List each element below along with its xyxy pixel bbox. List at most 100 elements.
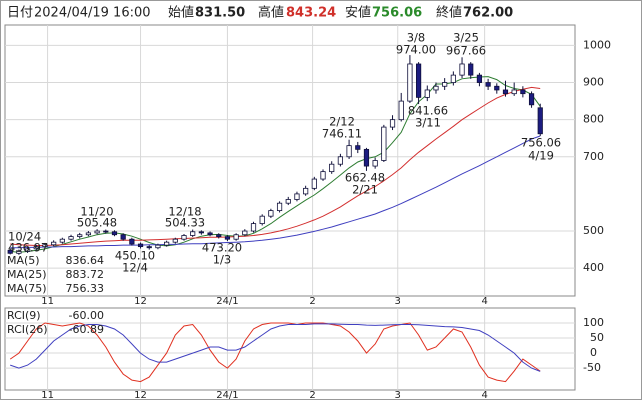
- open-label: 始値: [168, 5, 194, 21]
- candle-body: [137, 243, 144, 248]
- main-panel: [4, 24, 576, 297]
- candle-body: [85, 232, 92, 236]
- x-tick-label: 11: [41, 296, 54, 307]
- candle-body: [129, 238, 135, 245]
- legend-name: MA(25): [7, 268, 47, 281]
- candle-body: [103, 230, 109, 233]
- candle-body: [502, 89, 509, 95]
- candle-body: [485, 82, 491, 87]
- candle-body: [190, 231, 196, 236]
- candle-body: [59, 238, 65, 243]
- y-tick-label: -50: [583, 361, 601, 374]
- candle-body: [415, 63, 422, 98]
- y-tick-label: 400: [583, 261, 604, 274]
- legend-name: RCI(26): [7, 323, 48, 336]
- x-tick-label: 3: [395, 296, 401, 307]
- ma-line: [10, 86, 541, 246]
- candle-body: [250, 223, 257, 232]
- candle-body: [111, 231, 118, 236]
- y-tick-label: 700: [583, 150, 604, 163]
- candle-body: [164, 241, 170, 246]
- candle-body: [381, 126, 387, 161]
- x-tick-label: 11: [41, 390, 54, 400]
- annotation-price: 746.11: [322, 127, 362, 141]
- candle-body: [494, 85, 500, 91]
- candle-body: [242, 230, 248, 236]
- legend-value: 756.33: [66, 282, 105, 295]
- candle-body: [259, 215, 265, 225]
- x-tick-label: 24/1: [216, 390, 238, 400]
- y-tick-label: 500: [583, 224, 604, 237]
- high-value: 843.24: [286, 6, 336, 21]
- candle-body: [389, 119, 396, 128]
- candle-body: [346, 145, 352, 158]
- candle-body: [94, 230, 100, 234]
- candle-body: [233, 234, 239, 240]
- legend-name: RCI(9): [7, 309, 41, 322]
- close-label: 終値: [436, 5, 462, 21]
- annotation-date: 1/3: [213, 253, 232, 267]
- candle-body: [155, 244, 161, 249]
- legend-value: -60.89: [69, 323, 104, 336]
- candle-body: [42, 244, 48, 248]
- close-value: 762.00: [463, 6, 513, 21]
- y-tick-label: 100: [583, 316, 604, 329]
- y-tick-label: 800: [583, 113, 604, 126]
- legend-value: 883.72: [66, 268, 105, 281]
- candle-body: [537, 107, 543, 135]
- annotation-price: 841.66: [408, 104, 448, 118]
- candle-body: [120, 234, 126, 240]
- candle-body: [407, 63, 413, 102]
- candle-body: [285, 199, 291, 204]
- candle-body: [68, 236, 74, 240]
- candle-body: [320, 171, 326, 180]
- annotation-date: 12/18: [168, 205, 201, 219]
- candle-body: [146, 246, 152, 249]
- annotation-date: 2/12: [329, 115, 355, 129]
- candle-body: [207, 232, 213, 236]
- candle-body: [528, 93, 535, 106]
- candle-body: [337, 156, 343, 165]
- candle-body: [33, 246, 39, 250]
- annotation-date: 3/8: [407, 31, 426, 45]
- annotation-date: 2/21: [352, 183, 378, 197]
- low-label: 安値: [345, 5, 371, 21]
- annotation-date: 4/19: [528, 149, 554, 163]
- candle-body: [16, 251, 22, 254]
- legend-value: 836.64: [66, 254, 105, 267]
- candle-body: [77, 234, 83, 238]
- candle-body: [329, 163, 335, 173]
- date-label: 日付: [7, 6, 33, 21]
- candle-body: [355, 145, 361, 150]
- rci-line: [10, 323, 541, 372]
- annotation-date: 3/11: [415, 116, 441, 130]
- candle-body: [372, 160, 378, 167]
- candle-body: [51, 241, 57, 246]
- candle-body: [468, 63, 474, 76]
- candle-body: [398, 100, 404, 121]
- candle-body: [511, 89, 517, 95]
- candle-body: [276, 202, 283, 212]
- candle-body: [216, 234, 222, 238]
- open-value: 831.50: [195, 6, 245, 21]
- legend-name: MA(75): [7, 282, 47, 295]
- x-tick-label: 12: [134, 296, 147, 307]
- legend-name: MA(5): [7, 254, 40, 267]
- annotation-price: 662.48: [345, 171, 385, 185]
- y-tick-label: 0: [590, 346, 597, 359]
- candle-body: [294, 193, 300, 200]
- x-tick-label: 2: [309, 390, 315, 400]
- candle-body: [442, 82, 448, 87]
- y-tick-label: 1000: [583, 38, 611, 51]
- high-label: 高値: [258, 5, 284, 21]
- annotation-date: 10/24: [8, 230, 41, 244]
- annotation-price: 974.00: [396, 43, 436, 57]
- candle-body: [450, 74, 456, 83]
- annotation-price: 756.06: [521, 136, 561, 150]
- candle-body: [224, 236, 231, 240]
- annotation-date: 12/4: [122, 261, 148, 275]
- date: 2024/04/19 16:00: [34, 6, 151, 21]
- candle-body: [268, 210, 274, 217]
